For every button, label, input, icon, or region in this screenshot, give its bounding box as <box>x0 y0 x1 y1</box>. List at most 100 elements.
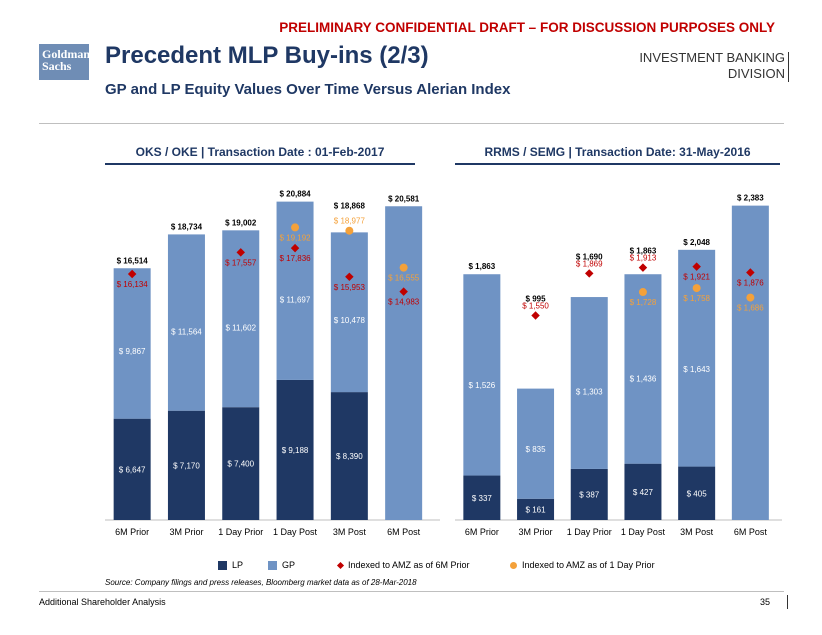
left-gp-label: $ 9,867 <box>119 347 146 356</box>
legend-lp-swatch <box>218 560 227 570</box>
left-bar-gp <box>330 232 368 393</box>
page-number: 35 <box>760 597 771 607</box>
division-line-1: INVESTMENT BANKING <box>639 50 785 65</box>
left-amz-6m-label: $ 17,557 <box>225 258 257 267</box>
left-bar-gp <box>167 234 205 411</box>
left-bar-lp <box>330 392 368 520</box>
division-label: INVESTMENT BANKING DIVISION <box>639 50 785 82</box>
left-amz-6m-label: $ 14,983 <box>388 298 420 307</box>
right-bar-gp <box>570 297 608 469</box>
left-bar-gp <box>385 206 423 520</box>
left-lp-label: $ 7,400 <box>227 460 254 469</box>
right-amz-1d-label: $ 1,728 <box>630 298 657 307</box>
right-amz-6m-marker <box>531 311 540 320</box>
right-category-label: 1 Day Prior <box>567 527 612 537</box>
left-bar-lp <box>167 410 205 520</box>
legend-amz-1d-circle-icon <box>510 561 517 569</box>
left-bar-lp <box>276 379 314 520</box>
left-bar-lp <box>113 418 151 520</box>
left-category-label: 3M Post <box>333 527 367 537</box>
left-total-label: $ 20,884 <box>279 190 311 199</box>
left-gp-label: $ 10,478 <box>334 316 366 325</box>
right-total-label: $ 2,048 <box>683 238 710 247</box>
left-amz-6m-marker <box>236 248 245 257</box>
right-amz-6m-marker <box>746 268 755 277</box>
left-chart-title: OKS / OKE | Transaction Date : 01-Feb-20… <box>135 145 385 159</box>
division-divider <box>788 52 789 82</box>
right-bar-gp <box>624 274 662 464</box>
left-amz-6m-marker <box>290 243 300 253</box>
left-amz-1d-marker <box>345 226 354 235</box>
right-lp-label: $ 337 <box>472 494 493 503</box>
left-category-label: 1 Day Post <box>273 527 318 537</box>
left-amz-6m-marker <box>399 287 408 296</box>
left-category-label: 1 Day Prior <box>218 527 263 537</box>
legend-gp: GP <box>268 560 295 570</box>
right-category-label: 1 Day Post <box>621 527 666 537</box>
right-gp-label: $ 1,643 <box>683 365 710 374</box>
right-amz-6m-label: $ 1,876 <box>737 279 764 288</box>
left-lp-label: $ 9,188 <box>282 446 309 455</box>
right-bar-lp <box>624 463 662 520</box>
legend-lp-label: LP <box>232 560 244 570</box>
left-total-label: $ 19,002 <box>225 218 257 227</box>
left-amz-1d-label: $ 16,555 <box>388 274 420 283</box>
right-gp-label: $ 1,436 <box>630 374 657 383</box>
right-amz-6m-marker <box>585 269 594 278</box>
left-lp-label: $ 7,170 <box>173 461 200 470</box>
left-category-label: 3M Prior <box>169 527 203 537</box>
footer-section: Additional Shareholder Analysis <box>39 597 166 607</box>
right-amz-1d-label: $ 1,758 <box>683 294 710 303</box>
right-bar-gp <box>463 274 501 476</box>
draft-notice: PRELIMINARY CONFIDENTIAL DRAFT – FOR DIS… <box>279 20 775 35</box>
right-bar-lp <box>517 498 555 520</box>
left-lp-label: $ 6,647 <box>119 465 146 474</box>
right-amz-1d-marker <box>692 284 701 293</box>
left-bar-gp <box>113 268 151 419</box>
right-bar-gp <box>731 205 769 520</box>
right-total-label: $ 1,690 <box>576 252 603 261</box>
right-gp-label: $ 835 <box>526 445 547 454</box>
legend-gp-swatch <box>268 560 277 570</box>
left-total-label: $ 20,581 <box>388 194 420 203</box>
left-lp-label: $ 8,390 <box>336 452 363 461</box>
left-bar-lp <box>222 407 260 520</box>
right-lp-label: $ 161 <box>526 505 547 514</box>
left-amz-6m-label: $ 17,836 <box>279 254 311 263</box>
footer-divider <box>39 591 784 592</box>
legend-gp-label: GP <box>282 560 296 570</box>
right-total-label: $ 1,863 <box>468 262 495 271</box>
left-amz-1d-marker <box>291 223 300 232</box>
right-total-label: $ 1,863 <box>630 247 657 256</box>
right-bar-lp <box>570 468 608 520</box>
page-title: Precedent MLP Buy-ins (2/3) <box>105 42 429 69</box>
left-gp-label: $ 11,697 <box>280 296 311 305</box>
logo-line-2: Sachs <box>42 59 72 73</box>
division-line-2: DIVISION <box>727 66 785 81</box>
legend-amz-6m-label: Indexed to AMZ as of 6M Prior <box>348 560 470 570</box>
left-amz-6m-marker <box>127 269 137 279</box>
right-chart-title: RRMS / SEMG | Transaction Date: 31-May-2… <box>484 145 751 159</box>
right-bar-lp <box>678 466 716 520</box>
right-amz-6m-marker <box>692 262 701 271</box>
left-total-label: $ 18,734 <box>171 222 203 231</box>
left-amz-6m-label: $ 16,134 <box>117 280 149 289</box>
charts-canvas: $ 6,647 $ 9,867 $ 16,514 $ 16,134 6M Prior $ … <box>105 190 782 537</box>
legend-lp: LP <box>218 560 243 570</box>
left-category-label: 6M Post <box>387 527 421 537</box>
legend-amz-6m: Indexed to AMZ as of 6M Prior <box>336 560 470 570</box>
right-category-label: 3M Post <box>680 527 714 537</box>
left-bar-gp <box>222 230 260 408</box>
right-chart-title-underline <box>455 163 780 165</box>
left-category-label: 6M Prior <box>115 527 149 537</box>
right-gp-label: $ 1,526 <box>468 381 495 390</box>
right-category-label: 6M Post <box>734 527 768 537</box>
right-amz-1d-label: $ 1,686 <box>737 304 764 313</box>
left-amz-1d-label: $ 18,977 <box>334 217 366 226</box>
left-amz-1d-label: $ 19,192 <box>279 233 311 242</box>
left-total-label: $ 18,868 <box>334 202 366 211</box>
right-amz-6m-label: $ 1,869 <box>576 259 603 268</box>
left-amz-6m-marker <box>345 272 354 282</box>
right-category-label: 3M Prior <box>519 527 553 537</box>
logo-line-1: Goldman <box>42 47 91 61</box>
